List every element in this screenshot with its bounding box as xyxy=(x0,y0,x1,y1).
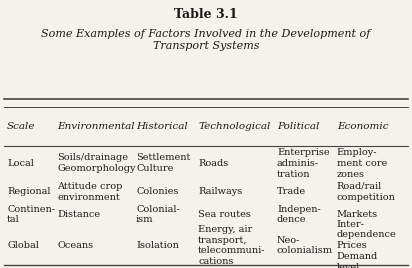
Text: Distance: Distance xyxy=(57,210,100,219)
Text: Political: Political xyxy=(277,122,319,131)
Text: Indepen-
dence: Indepen- dence xyxy=(277,204,321,224)
Text: Trade: Trade xyxy=(277,187,306,196)
Text: Regional: Regional xyxy=(7,187,51,196)
Text: Oceans: Oceans xyxy=(57,241,93,250)
Text: Roads: Roads xyxy=(198,159,228,168)
Text: Inter-
dependence
Prices
Demand
level: Inter- dependence Prices Demand level xyxy=(337,219,396,268)
Text: Global: Global xyxy=(7,241,39,250)
Text: Scale: Scale xyxy=(7,122,35,131)
Text: Colonies: Colonies xyxy=(136,187,178,196)
Text: Employ-
ment core
zones: Employ- ment core zones xyxy=(337,148,387,178)
Text: Local: Local xyxy=(7,159,34,168)
Text: Railways: Railways xyxy=(198,187,242,196)
Text: Road/rail
competition: Road/rail competition xyxy=(337,182,396,202)
Text: Environmental: Environmental xyxy=(57,122,135,131)
Text: Economic: Economic xyxy=(337,122,388,131)
Text: Soils/drainage
Geomorphology: Soils/drainage Geomorphology xyxy=(57,153,136,173)
Text: Continen-
tal: Continen- tal xyxy=(7,204,55,224)
Text: Settlement
Culture: Settlement Culture xyxy=(136,153,190,173)
Text: Attitude crop
environment: Attitude crop environment xyxy=(57,182,122,202)
Text: Some Examples of Factors Involved in the Development of
Transport Systems: Some Examples of Factors Involved in the… xyxy=(41,29,371,51)
Text: Energy, air
transport,
telecommuni-
cations: Energy, air transport, telecommuni- cati… xyxy=(198,225,266,266)
Text: Colonial-
ism: Colonial- ism xyxy=(136,204,180,224)
Text: Markets: Markets xyxy=(337,210,378,219)
Text: Technological: Technological xyxy=(198,122,271,131)
Text: Historical: Historical xyxy=(136,122,188,131)
Text: Table 3.1: Table 3.1 xyxy=(174,8,238,21)
Text: Sea routes: Sea routes xyxy=(198,210,251,219)
Text: Neo-
colonialism: Neo- colonialism xyxy=(277,236,333,255)
Text: Isolation: Isolation xyxy=(136,241,179,250)
Text: Enterprise
adminis-
tration: Enterprise adminis- tration xyxy=(277,148,330,178)
